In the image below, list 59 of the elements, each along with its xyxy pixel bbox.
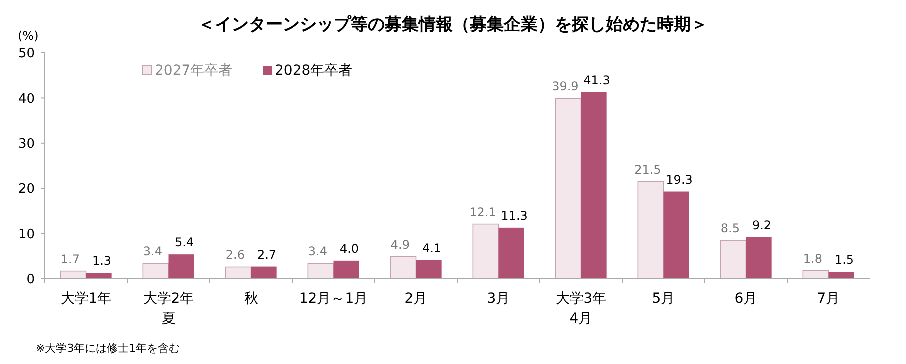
- x-tick-label: 6月: [734, 291, 758, 307]
- x-tick-label: 7月: [817, 291, 840, 307]
- bar: [251, 266, 277, 279]
- data-label: 19.3: [666, 172, 693, 187]
- chart-title: ＜インターンシップ等の募集情報（募集企業）を探し始めた時期＞: [198, 15, 708, 35]
- bar: [225, 266, 252, 280]
- data-label: 4.1: [422, 241, 442, 256]
- data-label: 8.5: [720, 222, 740, 236]
- data-label: 21.5: [634, 162, 662, 177]
- data-label: 5.4: [174, 236, 194, 250]
- x-tick-label: 12月～1月: [299, 291, 368, 307]
- x-tick-label: 大学3年4月: [556, 291, 607, 327]
- bar: [498, 228, 524, 279]
- data-label: 1.5: [834, 253, 854, 268]
- x-tick-label: 2月: [404, 291, 428, 307]
- bar: [334, 260, 360, 279]
- bar: [720, 240, 747, 280]
- y-tick-label: 10: [18, 227, 35, 242]
- bar: [581, 92, 607, 279]
- x-tick-label: 大学1年: [60, 291, 112, 307]
- data-label: 3.4: [308, 244, 328, 259]
- bar: [638, 181, 664, 280]
- data-label: 2.7: [257, 248, 277, 262]
- bar: [390, 256, 417, 280]
- data-label: 1.7: [60, 252, 80, 266]
- y-axis-title: (%): [18, 29, 39, 43]
- y-tick-label: 40: [18, 92, 35, 107]
- data-label: 12.1: [470, 205, 496, 220]
- bar: [168, 254, 194, 279]
- data-label: 39.9: [552, 80, 579, 94]
- bar: [746, 237, 772, 279]
- data-label: 41.3: [584, 73, 610, 88]
- x-tick-label: 大学2年夏: [143, 291, 194, 327]
- bar: [664, 192, 690, 279]
- data-label: 4.9: [390, 238, 410, 252]
- y-tick-label: 20: [18, 182, 35, 198]
- bar: [828, 272, 854, 279]
- legend-label: 2028年卒者: [275, 63, 353, 79]
- x-tick-label: 3月: [487, 291, 510, 307]
- data-label: 1.3: [92, 254, 112, 268]
- data-label: 3.4: [143, 244, 163, 259]
- data-label: 4.0: [340, 242, 360, 256]
- bar: [142, 263, 170, 280]
- data-label: 9.2: [752, 218, 772, 232]
- y-tick-label: 0: [26, 272, 35, 288]
- bar: [86, 273, 112, 279]
- bar: [472, 224, 500, 280]
- data-label: 11.3: [501, 208, 528, 223]
- x-tick-label: 5月: [652, 291, 676, 307]
- legend-label: 2027年卒者: [155, 63, 233, 79]
- text: ※大学3年には修士1年を含む: [36, 342, 180, 355]
- x-tick-label: 秋: [244, 291, 258, 307]
- bar: [308, 263, 334, 280]
- data-label: 2.6: [226, 248, 246, 262]
- bar: [416, 260, 442, 279]
- y-tick-label: 50: [18, 46, 35, 62]
- bar: [555, 98, 582, 280]
- data-label: 1.8: [803, 252, 823, 266]
- y-tick-label: 30: [18, 136, 35, 152]
